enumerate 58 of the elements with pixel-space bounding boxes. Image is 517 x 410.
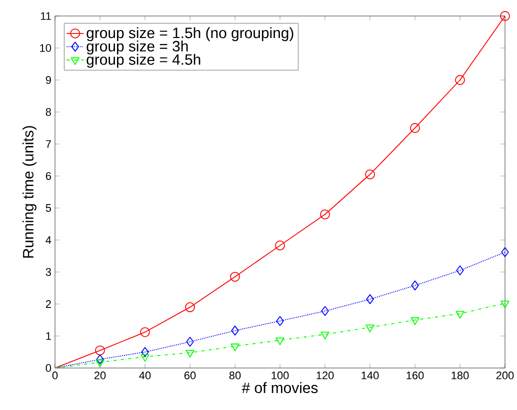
point xyxy=(140,354,150,362)
x-tick-label: 20 xyxy=(94,372,106,380)
point xyxy=(455,75,465,85)
y-tick-label: 3 xyxy=(46,268,51,276)
point xyxy=(500,300,510,308)
point xyxy=(366,294,374,304)
point xyxy=(141,347,149,357)
x-tick-label: 120 xyxy=(316,372,334,380)
x-tick-label: 0 xyxy=(52,372,58,380)
y-tick-label: 8 xyxy=(46,108,51,116)
point xyxy=(96,360,104,368)
x-tick-label: 100 xyxy=(272,372,289,380)
point xyxy=(366,324,374,332)
point xyxy=(456,265,464,276)
x-tick-label: 140 xyxy=(362,372,379,380)
x-tick-label: 60 xyxy=(184,372,196,380)
point xyxy=(500,11,510,21)
y-tick-label: 6 xyxy=(46,172,51,180)
point xyxy=(230,272,240,282)
point xyxy=(320,209,330,220)
legend-label: group size = 4.5h xyxy=(86,54,200,68)
x-axis-title: # of movies xyxy=(242,382,318,394)
point xyxy=(186,336,194,347)
point xyxy=(501,247,509,258)
point xyxy=(320,332,330,340)
point xyxy=(456,310,464,319)
point xyxy=(186,350,194,358)
point xyxy=(276,316,284,326)
y-tick-label: 9 xyxy=(46,76,51,84)
point xyxy=(96,354,104,364)
x-tick-label: 180 xyxy=(452,372,469,380)
y-tick-label: 5 xyxy=(46,204,52,212)
point xyxy=(410,123,420,133)
point xyxy=(411,280,419,290)
point xyxy=(95,345,105,356)
point xyxy=(365,169,375,180)
x-tick-label: 160 xyxy=(406,372,424,380)
legend-label: group size = 3h xyxy=(86,40,188,54)
point xyxy=(275,240,285,250)
y-tick-label: 0 xyxy=(46,364,52,372)
y-tick-label: 1 xyxy=(46,332,51,340)
point xyxy=(140,327,150,338)
y-tick-label: 4 xyxy=(46,236,52,244)
y-tick-label: 10 xyxy=(40,44,52,52)
point xyxy=(410,317,420,325)
x-tick-label: 40 xyxy=(139,372,151,380)
point xyxy=(231,326,239,336)
y-tick-label: 7 xyxy=(46,140,51,148)
x-tick-label: 80 xyxy=(229,372,241,380)
y-tick-label: 2 xyxy=(46,300,51,308)
point xyxy=(230,344,240,352)
point xyxy=(185,302,195,312)
y-tick-label: 11 xyxy=(40,12,51,20)
point xyxy=(276,337,284,346)
y-axis-title: Running time (units) xyxy=(22,126,36,258)
point xyxy=(321,306,329,316)
legend-label: group size = 1.5h (no grouping) xyxy=(86,27,294,42)
x-tick-label: 200 xyxy=(496,372,514,380)
